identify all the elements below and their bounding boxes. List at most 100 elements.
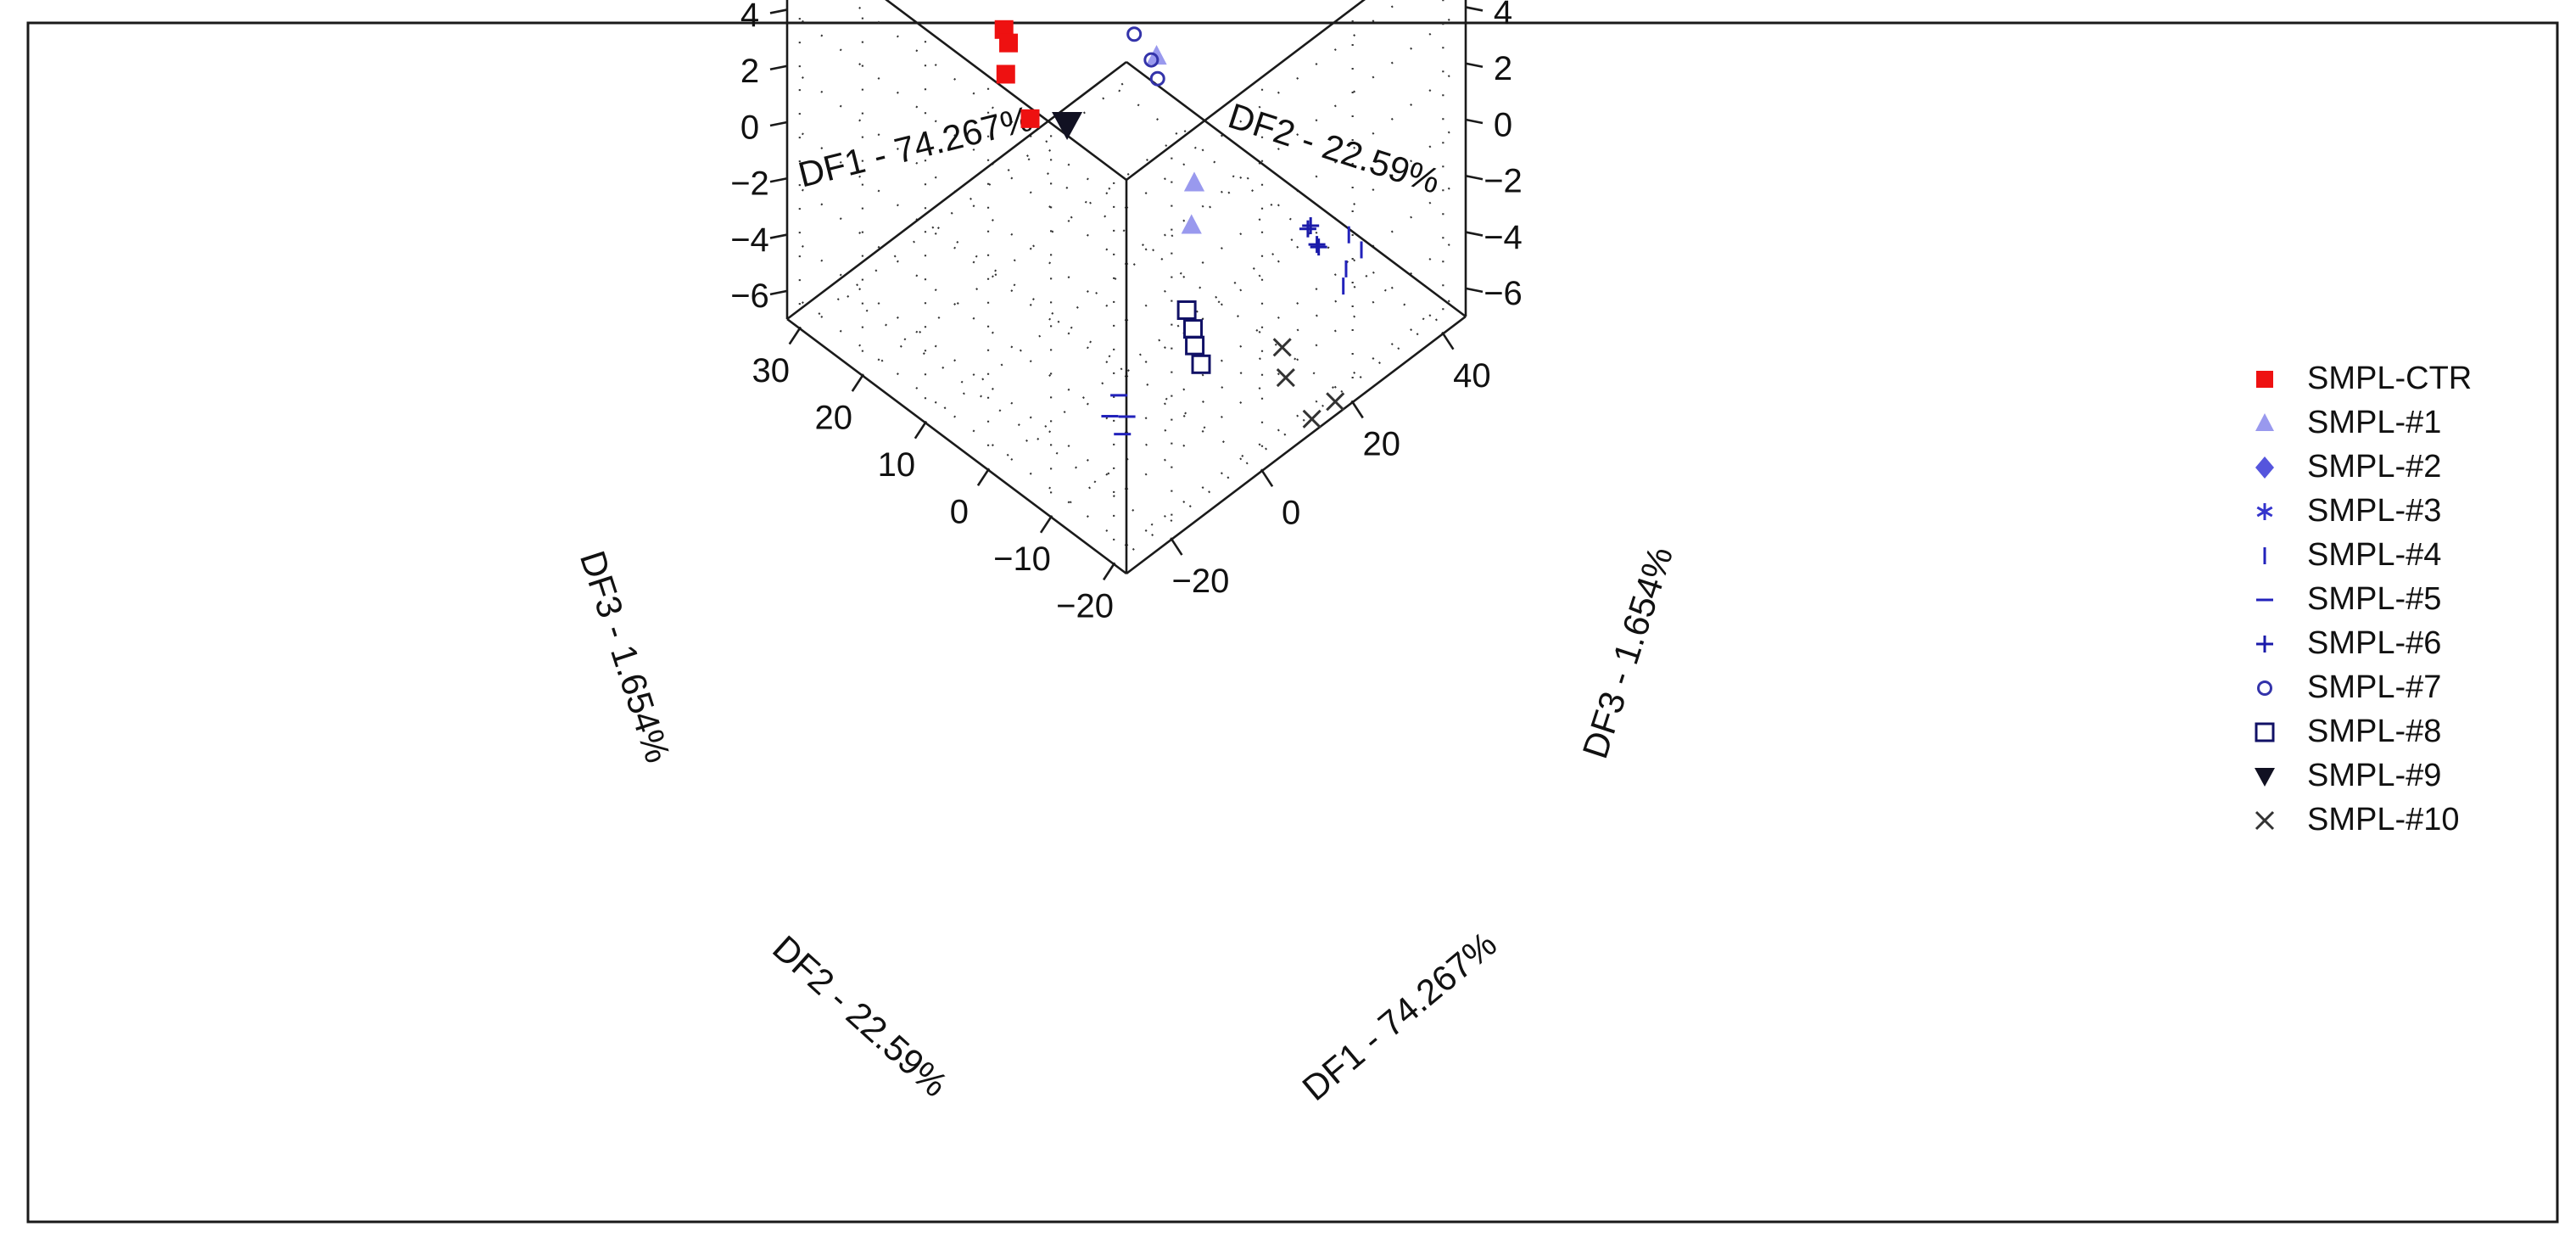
data-points (994, 20, 1363, 436)
z-tick-label: 0 (740, 109, 759, 146)
y-tick-label: 10 (878, 446, 916, 484)
series-smpl-ctr (994, 20, 1040, 128)
data-point (1126, 26, 1143, 42)
y-tick (914, 422, 927, 440)
legend-item: SMPL-#3 (2256, 493, 2441, 529)
x-tick (1351, 401, 1364, 419)
data-point (1308, 236, 1326, 254)
data-point (1183, 171, 1205, 192)
data-point (1276, 368, 1295, 388)
marker-shape (999, 33, 1019, 53)
x-tick (1442, 333, 1455, 350)
legend-label: SMPL-#9 (2307, 758, 2441, 793)
legend-label: SMPL-CTR (2307, 361, 2472, 396)
legend-item: SMPL-#4 (2263, 537, 2441, 573)
z-tick (1465, 118, 1484, 125)
series-smpl-7 (1126, 26, 1165, 87)
z-tick-label: −6 (730, 277, 769, 315)
z-tick (769, 8, 788, 14)
z-tick-label: −6 (1484, 275, 1523, 312)
z-tick-label: −4 (1484, 219, 1523, 256)
z-tick-label: −4 (730, 221, 769, 259)
data-point (1302, 217, 1320, 235)
legend-label: SMPL-#1 (2307, 405, 2441, 440)
marker-shape (1176, 300, 1197, 321)
marker-shape (1191, 354, 1211, 374)
z-tick-label: −2 (1484, 163, 1523, 200)
x-tick-label: −20 (1172, 563, 1230, 600)
z-tick (769, 120, 788, 127)
marker-shape (1183, 171, 1205, 192)
legend-label: SMPL-#3 (2307, 493, 2441, 529)
legend-label: SMPL-#6 (2307, 625, 2441, 661)
marker-shape (2256, 506, 2273, 518)
data-point (1176, 300, 1197, 321)
legend: SMPL-CTR SMPL-#1 SMPL-#2 SMPL-#3 SMPL-#4 SMPL… (2255, 361, 2472, 837)
data-point (1185, 335, 1205, 356)
marker-shape (1326, 392, 1345, 412)
legend-item: SMPL-#10 (2255, 802, 2460, 837)
marker-shape (2256, 371, 2273, 388)
box-edge (1126, 60, 1467, 318)
z-tick-label: 2 (1494, 50, 1512, 87)
legend-item: SMPL-#2 (2255, 449, 2441, 484)
data-point (1272, 338, 1292, 357)
data-point (1020, 109, 1040, 128)
legend-marker (2256, 371, 2273, 388)
y-tick (1039, 516, 1053, 534)
z-tick-label: −2 (730, 165, 769, 203)
legend-label: SMPL-#2 (2307, 449, 2441, 484)
box-edge (786, 317, 1127, 575)
box-edge (1126, 0, 1366, 182)
y-tick-label: 0 (950, 493, 969, 530)
z-tick (769, 289, 788, 296)
z-tick (769, 177, 788, 183)
y-tick-label: −20 (1056, 588, 1114, 625)
x-tick-label: 0 (1282, 494, 1300, 531)
legend-item: SMPL-#5 (2256, 581, 2441, 617)
z-tick-label: 4 (1494, 0, 1512, 31)
marker-shape (1185, 335, 1205, 356)
legend-marker (2256, 636, 2273, 653)
series-smpl-5 (1101, 394, 1136, 436)
plot-frame (26, 21, 2559, 1224)
legend-marker (2255, 768, 2275, 787)
z-tick-label: 0 (1494, 106, 1512, 143)
legend-label: SMPL-#8 (2307, 714, 2441, 749)
z-tick (1465, 175, 1484, 181)
marker-shape (1272, 338, 1292, 357)
legend-label: SMPL-#7 (2307, 669, 2441, 705)
series-smpl-6 (1299, 217, 1327, 256)
data-point (1302, 409, 1322, 428)
z-tick (1465, 6, 1484, 12)
legend-marker (2256, 503, 2273, 520)
z-tick (769, 233, 788, 239)
series-smpl-8 (1176, 300, 1211, 374)
legend-label: SMPL-#4 (2307, 537, 2441, 573)
data-point (1326, 392, 1345, 412)
y-tick (788, 328, 801, 345)
z-tick (1465, 231, 1484, 237)
axis-ticks: −20−200020204040−20−20−10−10001010202030… (730, 0, 1523, 625)
data-point (999, 33, 1019, 53)
z-tick (1465, 287, 1484, 294)
box-edge (786, 60, 1127, 321)
x-tick (1260, 470, 1274, 487)
marker-shape (1052, 111, 1083, 140)
y-tick (976, 469, 990, 486)
data-point (1299, 220, 1316, 238)
y-tick (1102, 563, 1115, 581)
data-point (1191, 354, 1211, 374)
z-tick (769, 64, 788, 70)
series-smpl-10 (1272, 338, 1345, 428)
box-edge (885, 0, 1127, 182)
marker-shape (2255, 413, 2274, 431)
legend-item: SMPL-#7 (2257, 669, 2441, 705)
marker-shape (1143, 52, 1159, 68)
y-tick (851, 374, 863, 392)
z-tick-label: 4 (740, 0, 759, 34)
z-tick-label: 2 (740, 53, 759, 90)
legend-marker (2255, 413, 2274, 431)
y-tick-label: 30 (752, 352, 790, 389)
